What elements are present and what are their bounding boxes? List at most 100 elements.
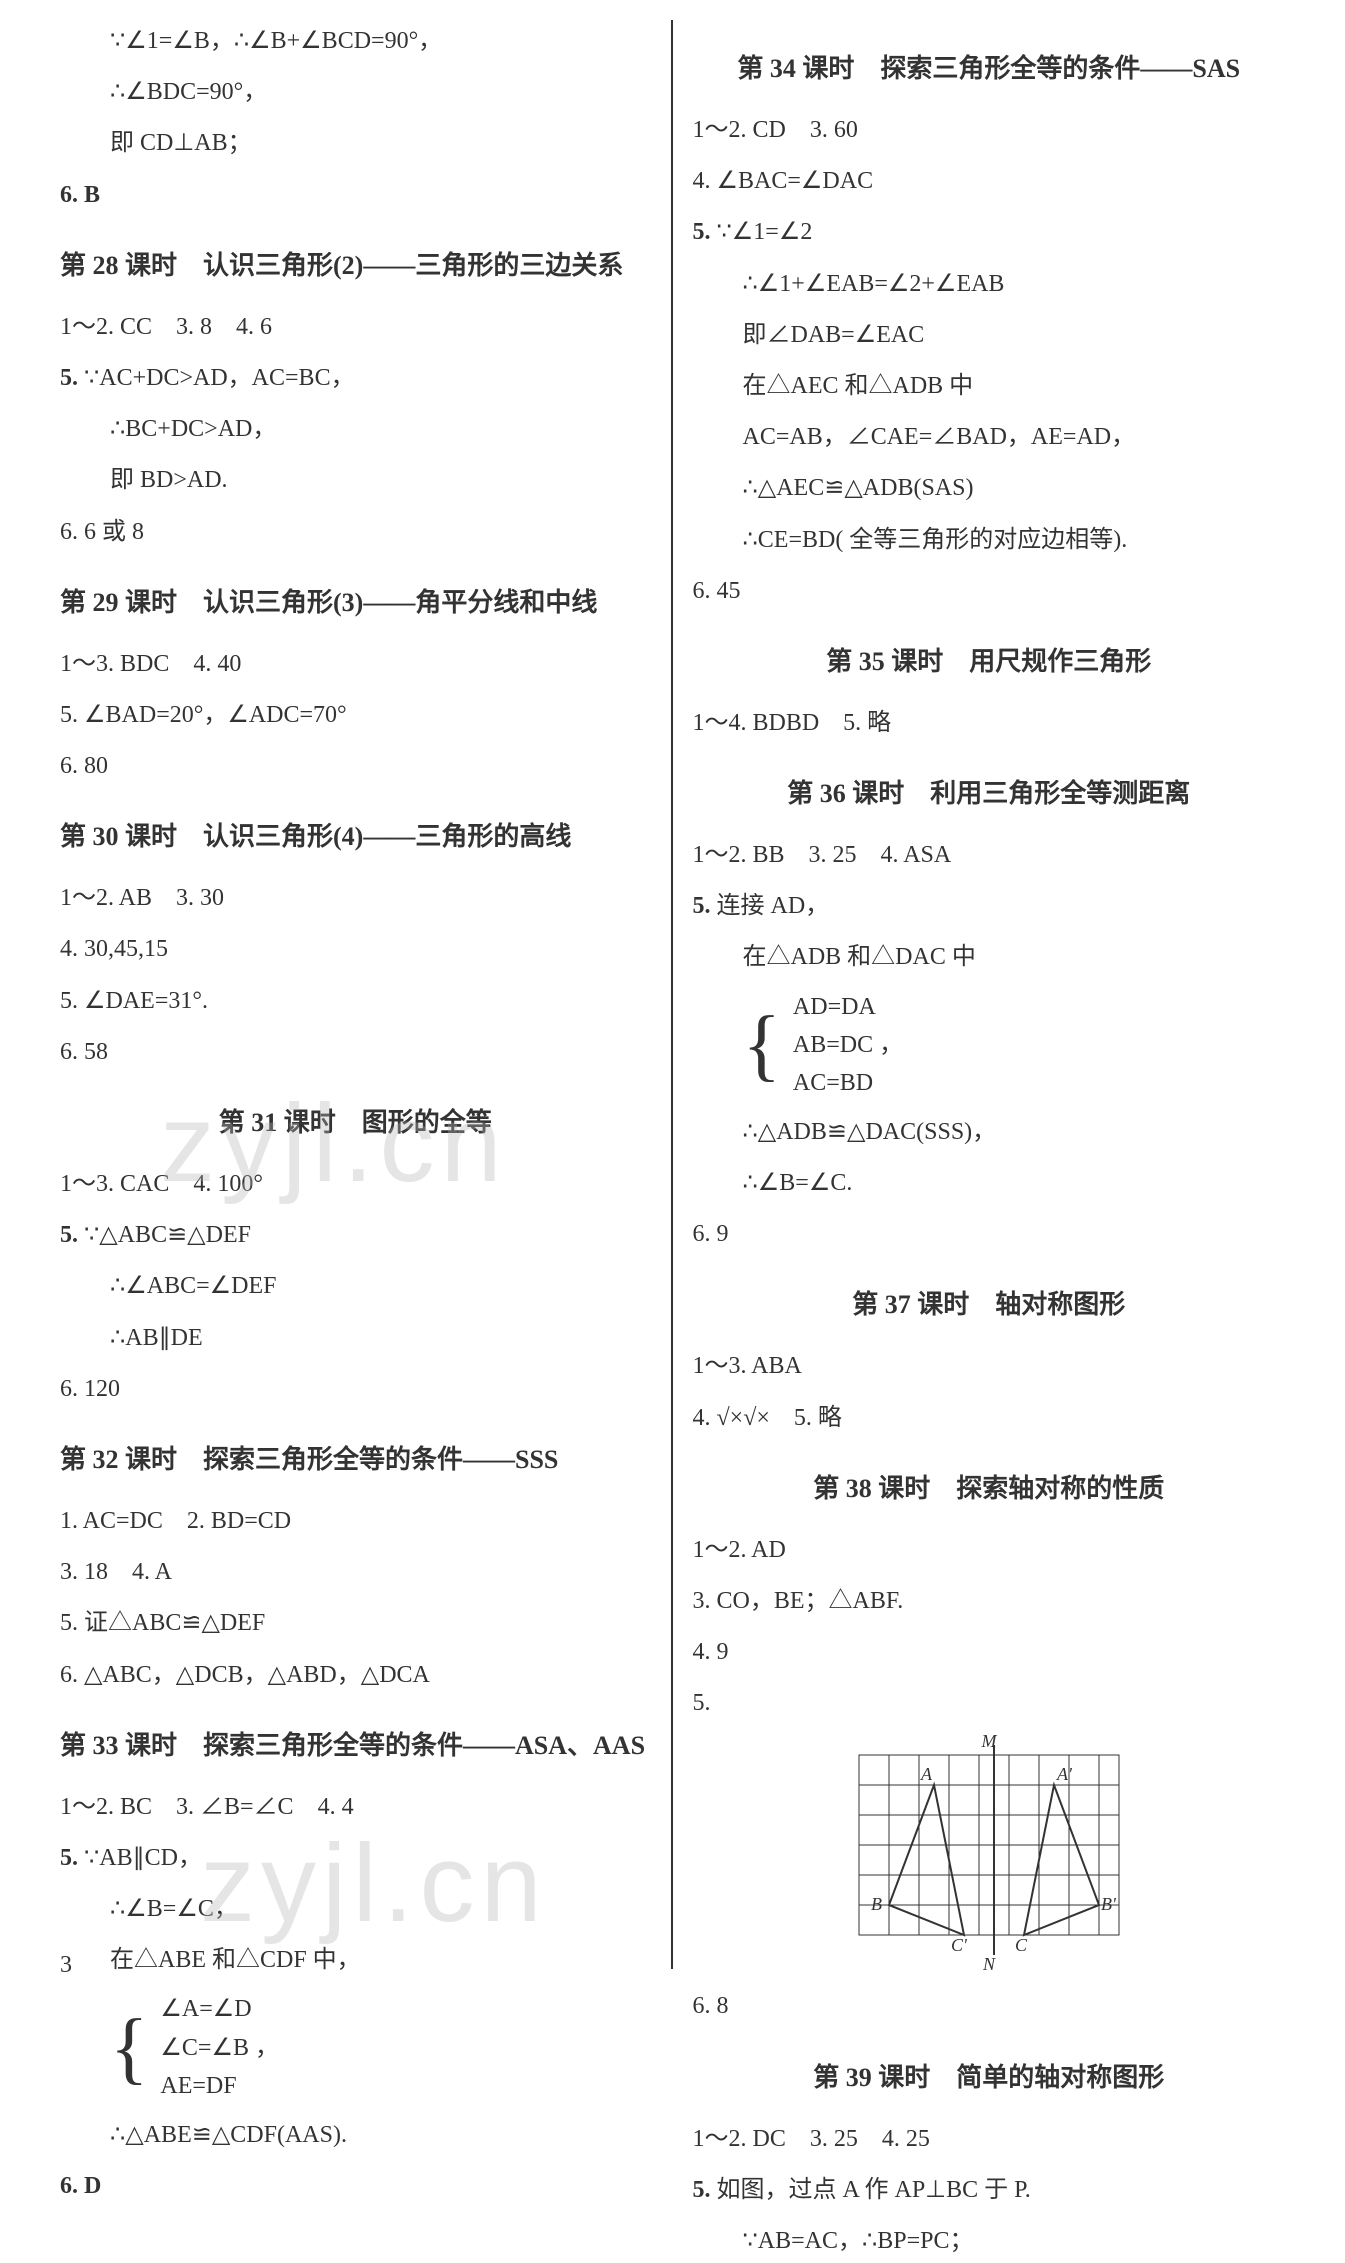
lesson-title-36: 第 36 课时 利用三角形全等测距离 <box>693 773 1286 810</box>
text: 连接 AD， <box>717 893 830 919</box>
answer-line: 1～2. CC 3. 8 4. 6 <box>60 306 651 349</box>
text-line: ∵∠1=∠B，∴∠B+∠BCD=90°， <box>60 20 651 63</box>
text-line: ∴△AEC≌△ADB(SAS) <box>693 467 1286 510</box>
text-line: ∴BC+DC>AD， <box>60 408 651 451</box>
answer-line: 5. <box>693 1682 1286 1725</box>
answer-line: 4. 30,45,15 <box>60 928 651 971</box>
reflection-figure: M A A' B B' C C' N <box>839 1735 1139 1975</box>
text-line: AC=AB，∠CAE=∠BAD，AE=AD， <box>693 416 1286 459</box>
text: 如图，过点 A 作 AP⊥BC 于 P. <box>717 2177 1031 2203</box>
answer-line: 6. 80 <box>60 745 651 788</box>
text-line: 在△ADB 和△DAC 中 <box>693 936 1286 979</box>
text-line: ∴△ABE≌△CDF(AAS). <box>60 2114 651 2157</box>
answer-line: 5. ∵∠1=∠2 <box>693 211 1286 254</box>
svg-text:C': C' <box>951 1935 968 1955</box>
text: ∵AC+DC>AD，AC=BC， <box>84 365 355 391</box>
brace-block: { AD=DA AB=DC ， AC=BD <box>693 988 1286 1103</box>
answer-line: 5. ∠DAE=31°. <box>60 980 651 1023</box>
lesson-title-31: 第 31 课时 图形的全等 <box>60 1102 651 1139</box>
brace-line: ∠C=∠B ， <box>160 2035 279 2061</box>
text-line: 即 BD>AD. <box>60 459 651 502</box>
text-line: ∴∠B=∠C， <box>60 1888 651 1931</box>
svg-text:A': A' <box>1056 1764 1073 1784</box>
brace-line: ∠A=∠D <box>160 1996 251 2022</box>
lesson-title-30: 第 30 课时 认识三角形(4)——三角形的高线 <box>60 816 651 853</box>
lesson-title-34: 第 34 课时 探索三角形全等的条件——SAS <box>693 48 1286 85</box>
svg-text:C: C <box>1015 1935 1028 1955</box>
brace-content: ∠A=∠D ∠C=∠B ， AE=DF <box>154 1990 279 2105</box>
answer-line: 1～2. DC 3. 25 4. 25 <box>693 2118 1286 2161</box>
answer-line: 3. 18 4. A <box>60 1551 651 1594</box>
page-number: 3 <box>60 1952 72 1979</box>
answer-line: 5. ∠BAD=20°，∠ADC=70° <box>60 694 651 737</box>
text-line: ∴∠BDC=90°， <box>60 71 651 114</box>
brace-block: { ∠A=∠D ∠C=∠B ， AE=DF <box>60 1990 651 2105</box>
text-line: 即 CD⊥AB； <box>60 122 651 165</box>
answer-line: 6. 8 <box>693 1985 1286 2028</box>
answer-line: 6. △ABC，△DCB，△ABD，△DCA <box>60 1654 651 1697</box>
answer-line: 6. 6 或 8 <box>60 511 651 554</box>
answer-line: 1～3. CAC 4. 100° <box>60 1163 651 1206</box>
answer-line: 1～3. BDC 4. 40 <box>60 643 651 686</box>
answer-line: 5. ∵△ABC≌△DEF <box>60 1214 651 1257</box>
answer-line: 1～4. BDBD 5. 略 <box>693 702 1286 745</box>
answer-line: 5. 证△ABC≌△DEF <box>60 1602 651 1645</box>
text-line: ∵AB=AC，∴BP=PC； <box>693 2220 1286 2263</box>
text-line: 即∠DAB=∠EAC <box>693 314 1286 357</box>
lesson-title-29: 第 29 课时 认识三角形(3)——角平分线和中线 <box>60 582 651 619</box>
answer-line: 6. B <box>60 174 651 217</box>
text-line: ∴AB∥DE <box>60 1317 651 1360</box>
answer-line: 1～3. ABA <box>693 1345 1286 1388</box>
brace-line: AB=DC ， <box>793 1032 903 1058</box>
lesson-title-35: 第 35 课时 用尺规作三角形 <box>693 641 1286 678</box>
brace-line: AD=DA <box>793 994 876 1020</box>
text-line: 在△AEC 和△ADB 中 <box>693 365 1286 408</box>
left-brace-icon: { <box>743 1021 781 1069</box>
answer-line: 4. √×√× 5. 略 <box>693 1397 1286 1440</box>
lesson-title-39: 第 39 课时 简单的轴对称图形 <box>693 2057 1286 2094</box>
svg-text:A: A <box>920 1764 933 1784</box>
answer-line: 1～2. BC 3. ∠B=∠C 4. 4 <box>60 1786 651 1829</box>
svg-text:M: M <box>980 1735 997 1751</box>
answer-line: 5. ∵AB∥CD， <box>60 1837 651 1880</box>
answer-line: 1～2. AD <box>693 1529 1286 1572</box>
answer-line: 1. AC=DC 2. BD=CD <box>60 1500 651 1543</box>
answer-line: 3. CO，BE；△ABF. <box>693 1580 1286 1623</box>
answer-line: 6. D <box>60 2165 651 2208</box>
right-column: 第 34 课时 探索三角形全等的条件——SAS 1～2. CD 3. 60 4.… <box>673 20 1306 1969</box>
brace-content: AD=DA AB=DC ， AC=BD <box>787 988 903 1103</box>
item-num: 5. <box>60 365 78 391</box>
answer-line: 5. ∵AC+DC>AD，AC=BC， <box>60 357 651 400</box>
text-line: ∴∠ABC=∠DEF <box>60 1265 651 1308</box>
text-line: ∴CE=BD( 全等三角形的对应边相等). <box>693 519 1286 562</box>
item-num: 5. <box>693 893 711 919</box>
text-line: ∴∠1+∠EAB=∠2+∠EAB <box>693 263 1286 306</box>
text-line: ∴∠B=∠C. <box>693 1162 1286 1205</box>
lesson-title-32: 第 32 课时 探索三角形全等的条件——SSS <box>60 1439 651 1476</box>
lesson-title-37: 第 37 课时 轴对称图形 <box>693 1284 1286 1321</box>
text: ∵AB∥CD， <box>84 1845 202 1871</box>
svg-text:B': B' <box>1101 1894 1117 1914</box>
answer-line: 5. 连接 AD， <box>693 885 1286 928</box>
answer-line: 6. 9 <box>693 1213 1286 1256</box>
svg-text:N: N <box>982 1954 996 1974</box>
text: ∵△ABC≌△DEF <box>84 1222 251 1248</box>
left-brace-icon: { <box>110 2024 148 2072</box>
lesson-title-38: 第 38 课时 探索轴对称的性质 <box>693 1468 1286 1505</box>
answer-line: 1～2. CD 3. 60 <box>693 109 1286 152</box>
text: ∵∠1=∠2 <box>717 219 813 245</box>
text-line: ∴△ADB≌△DAC(SSS)， <box>693 1111 1286 1154</box>
answer-line: 1～2. AB 3. 30 <box>60 877 651 920</box>
brace-line: AE=DF <box>160 2073 236 2099</box>
item-num: 5. <box>693 219 711 245</box>
answer-line: 4. ∠BAC=∠DAC <box>693 160 1286 203</box>
answer-line: 6. 58 <box>60 1031 651 1074</box>
item-num: 5. <box>693 2177 711 2203</box>
brace-line: AC=BD <box>793 1070 873 1096</box>
answer-line: 5. 如图，过点 A 作 AP⊥BC 于 P. <box>693 2169 1286 2212</box>
answer-line: 6. 120 <box>60 1368 651 1411</box>
answer-line: 4. 9 <box>693 1631 1286 1674</box>
answer-line: 6. 45 <box>693 570 1286 613</box>
answer-line: 1～2. BB 3. 25 4. ASA <box>693 834 1286 877</box>
item-num: 5. <box>60 1222 78 1248</box>
